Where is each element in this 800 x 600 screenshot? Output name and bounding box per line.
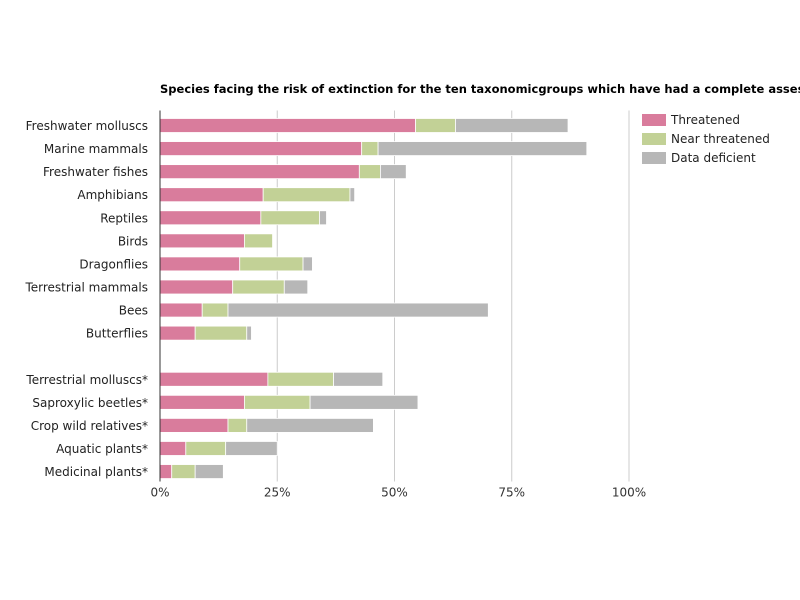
- bar-threatened: [159, 233, 245, 249]
- legend-label-near-threatened: Near threatened: [671, 132, 770, 146]
- category-label: Saproxylic beetles*: [32, 396, 148, 410]
- category-label: Freshwater molluscs: [26, 119, 148, 133]
- bar-data-deficient: [302, 256, 313, 272]
- bar-near-threatened: [239, 256, 304, 272]
- bar-near-threatened: [201, 302, 229, 318]
- bar-data-deficient: [455, 118, 569, 133]
- bar-near-threatened: [244, 394, 311, 410]
- bar-data-deficient: [225, 441, 278, 456]
- legend-swatch-data-deficient: [642, 152, 666, 164]
- bar-threatened: [159, 141, 363, 156]
- bar-threatened: [159, 118, 417, 133]
- bar-data-deficient: [309, 394, 419, 410]
- bar-threatened: [159, 394, 245, 410]
- bar-near-threatened: [260, 210, 320, 226]
- category-label: Aquatic plants*: [56, 442, 148, 456]
- bar-data-deficient: [380, 164, 407, 180]
- bar-data-deficient: [349, 187, 356, 203]
- bar-data-deficient: [333, 371, 384, 387]
- category-label: Medicinal plants*: [44, 465, 148, 479]
- bar-threatened: [159, 187, 264, 203]
- category-label: Crop wild relatives*: [31, 419, 148, 433]
- legend-label-data-deficient: Data deficient: [671, 151, 756, 165]
- bar-data-deficient: [194, 464, 224, 479]
- bar-threatened: [159, 279, 234, 295]
- category-label: Dragonflies: [79, 257, 148, 271]
- x-tick-label: 50%: [381, 486, 408, 500]
- bar-near-threatened: [227, 418, 248, 433]
- bar-threatened: [159, 418, 229, 433]
- bar-data-deficient: [246, 325, 252, 341]
- bar-near-threatened: [194, 325, 248, 341]
- bar-data-deficient: [319, 210, 327, 226]
- bar-near-threatened: [267, 371, 334, 387]
- category-label: Butterflies: [86, 327, 148, 341]
- x-tick-label: 25%: [264, 486, 291, 500]
- legend-swatch-threatened: [642, 114, 666, 126]
- bar-threatened: [159, 371, 269, 387]
- bar-near-threatened: [262, 187, 351, 203]
- bars: [159, 118, 588, 479]
- bar-threatened: [159, 210, 262, 226]
- chart-title: Species facing the risk of extinction fo…: [160, 82, 800, 96]
- category-label: Amphibians: [77, 188, 148, 202]
- category-label: Reptiles: [100, 211, 148, 225]
- legend-label-threatened: Threatened: [670, 113, 740, 127]
- bar-near-threatened: [361, 141, 379, 156]
- bar-threatened: [159, 325, 196, 341]
- bar-threatened: [159, 441, 187, 456]
- x-axis-ticks: 0% 25% 50% 75% 100%: [150, 486, 646, 500]
- bar-data-deficient: [377, 141, 588, 156]
- category-label: Birds: [118, 234, 148, 248]
- bar-threatened: [159, 256, 241, 272]
- legend: Threatened Near threatened Data deficient: [642, 113, 770, 165]
- bar-near-threatened: [185, 441, 227, 456]
- bar-near-threatened: [232, 279, 285, 295]
- bar-data-deficient: [283, 279, 309, 295]
- x-tick-label: 75%: [498, 486, 525, 500]
- bar-threatened: [159, 464, 173, 479]
- bar-data-deficient: [227, 302, 489, 318]
- category-label: Terrestrial mammals: [24, 280, 148, 294]
- x-tick-label: 100%: [612, 486, 646, 500]
- x-tick-label: 0%: [150, 486, 169, 500]
- category-label: Freshwater fishes: [43, 165, 148, 179]
- bar-near-threatened: [244, 233, 273, 249]
- category-label: Terrestrial molluscs*: [25, 373, 148, 387]
- category-label: Bees: [119, 304, 148, 318]
- bar-near-threatened: [171, 464, 196, 479]
- bar-threatened: [159, 302, 203, 318]
- legend-swatch-near-threatened: [642, 133, 666, 145]
- category-labels: Freshwater molluscs Marine mammals Freshwa…: [24, 119, 148, 479]
- category-label: Marine mammals: [44, 142, 148, 156]
- bar-threatened: [159, 164, 360, 180]
- bar-data-deficient: [246, 418, 374, 433]
- bar-near-threatened: [415, 118, 456, 133]
- bar-near-threatened: [358, 164, 381, 180]
